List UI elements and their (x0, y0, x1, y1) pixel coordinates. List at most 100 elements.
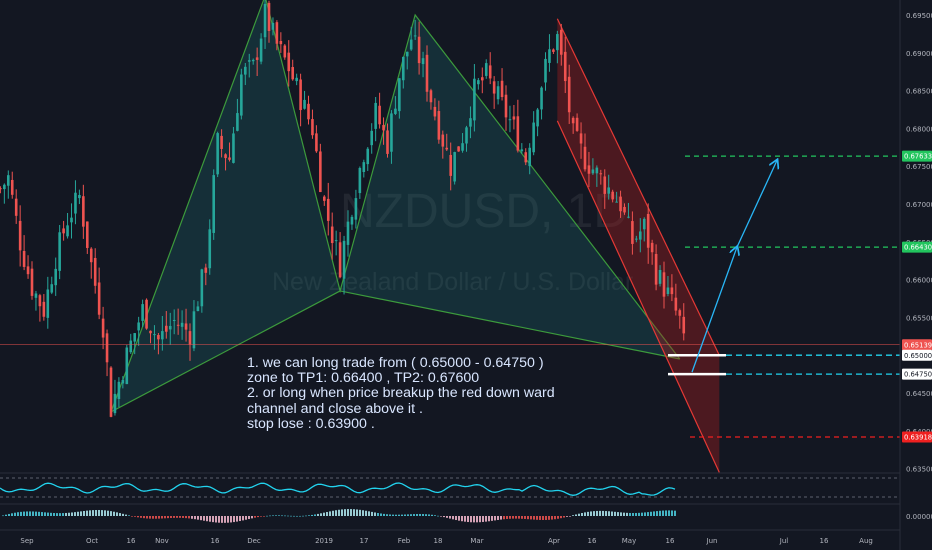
candle-body (299, 79, 302, 111)
histogram-bar (461, 516, 463, 522)
candle-body (26, 266, 30, 275)
histogram-bar (554, 516, 556, 520)
histogram-bar (248, 516, 250, 520)
candle-body (528, 147, 531, 167)
histogram-bar (77, 511, 79, 516)
histogram-bar (383, 513, 385, 516)
histogram-bar (152, 516, 154, 519)
candle-body (425, 54, 429, 92)
histogram-bar (242, 516, 244, 521)
candle-body (654, 254, 658, 285)
histogram-bar (410, 514, 412, 516)
histogram-bar (506, 516, 508, 519)
candle-body (125, 347, 129, 385)
histogram-bar (326, 512, 328, 516)
histogram-bar (347, 509, 349, 516)
histogram-bar (239, 516, 241, 522)
candle-body (334, 240, 338, 242)
candle-body (457, 146, 460, 152)
histogram-bar (68, 512, 70, 516)
candle-body (362, 162, 366, 173)
histogram-bar (590, 511, 592, 516)
price-badge (902, 431, 932, 443)
histogram-bar (647, 512, 649, 516)
time-tick-label: 16 (588, 537, 597, 545)
candle-body (34, 293, 38, 298)
candle-body (504, 94, 508, 118)
histogram-bar (368, 511, 370, 516)
candle-body (58, 232, 61, 271)
time-tick-label: May (622, 537, 636, 545)
histogram-bar (497, 516, 499, 520)
candle-body (180, 322, 184, 327)
candle-body (283, 45, 287, 58)
histogram-bar (131, 516, 133, 517)
annotation-line-4: channel and close above it . (247, 400, 423, 417)
histogram-bar (233, 516, 235, 523)
candle-body (623, 206, 626, 213)
histogram-bar (629, 512, 631, 516)
histogram-bar (596, 510, 598, 516)
histogram-bar (227, 516, 229, 523)
histogram-bar (41, 512, 43, 516)
candle-body (232, 133, 235, 163)
histogram-bar (572, 515, 574, 516)
histogram-bar (503, 516, 505, 520)
candle-body (571, 117, 575, 124)
price-levels (0, 155, 900, 438)
histogram-bar (545, 516, 547, 520)
histogram-bar (386, 514, 388, 516)
candle-body (287, 52, 291, 72)
histogram-bar (392, 514, 394, 516)
annotation-line-3: 2. or long when price breakup the red do… (247, 385, 555, 402)
histogram-bar (338, 509, 340, 516)
candle-body (168, 325, 172, 330)
candle-body (433, 106, 437, 117)
candle-body (240, 74, 243, 116)
histogram-bar (587, 511, 589, 516)
candle-body (113, 393, 117, 414)
histogram-bar (110, 511, 112, 516)
candle-body (342, 240, 346, 279)
histogram-bar (113, 511, 115, 516)
histogram-bar (296, 515, 298, 517)
histogram-bar (26, 511, 28, 516)
candle-body (86, 221, 89, 248)
candle-body (137, 322, 140, 331)
time-axis[interactable]: Sep Oct 16 Nov 16 Dec 2019 17 Feb 18 Mar Apr 16 May 16… (20, 537, 872, 545)
pattern-xb-line (110, 290, 341, 413)
histogram-bar (59, 513, 61, 516)
histogram-bar (203, 516, 205, 521)
candle-body (129, 340, 133, 353)
candle-body (330, 226, 334, 244)
candle-body (14, 198, 18, 216)
candle-body (295, 77, 298, 82)
candle-body (346, 221, 350, 245)
histogram-bar (533, 516, 535, 520)
histogram-bar (29, 511, 31, 516)
price-badge-label: 0.66430 (904, 244, 932, 252)
candle-body (536, 109, 539, 127)
candle-body (315, 133, 318, 152)
price-badge-label: 0.64750 (904, 371, 932, 379)
candle-body (556, 34, 559, 51)
histogram-bar (668, 510, 670, 516)
histogram-bar (137, 516, 139, 518)
histogram-bar (116, 512, 118, 516)
candle-body (473, 78, 476, 121)
histogram-bar (215, 516, 217, 523)
histogram-bar (65, 512, 67, 516)
tp1-projection-arrow (691, 247, 737, 373)
candle-body (204, 267, 208, 273)
candle-body (378, 105, 381, 125)
histogram-bar (374, 512, 376, 516)
histogram-bar (644, 512, 646, 516)
histogram-bar (62, 513, 64, 516)
histogram-bar (584, 512, 586, 516)
